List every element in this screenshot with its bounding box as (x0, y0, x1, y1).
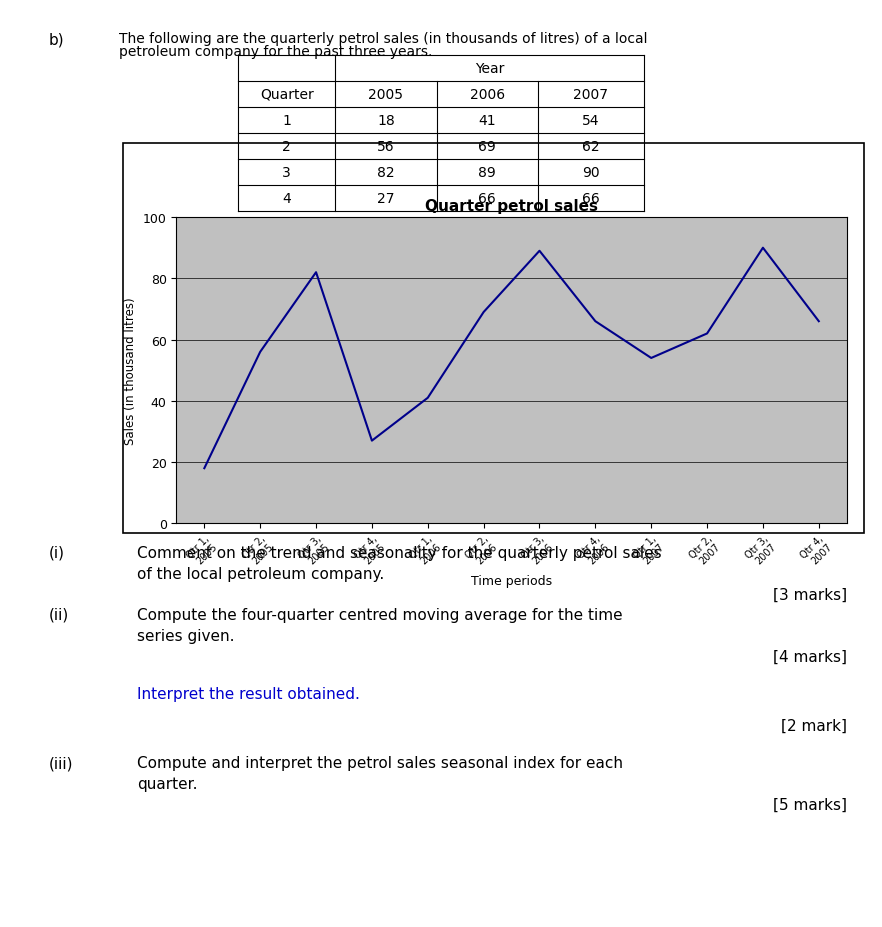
Text: [3 marks]: [3 marks] (773, 587, 847, 602)
Text: 2006: 2006 (470, 87, 505, 102)
X-axis label: Time periods: Time periods (471, 574, 552, 587)
Text: 66: 66 (478, 191, 497, 206)
Text: 2: 2 (282, 139, 291, 154)
Title: Quarter petrol sales: Quarter petrol sales (425, 199, 598, 214)
Text: petroleum company for the past three years.: petroleum company for the past three yea… (119, 44, 432, 58)
Text: b): b) (49, 32, 64, 47)
Text: 54: 54 (582, 113, 600, 128)
Text: 66: 66 (582, 191, 600, 206)
Text: Compute and interpret the petrol sales seasonal index for each
quarter.: Compute and interpret the petrol sales s… (137, 756, 623, 792)
Text: 3: 3 (282, 165, 291, 180)
Text: 89: 89 (478, 165, 497, 180)
Text: (iii): (iii) (49, 756, 73, 770)
Text: [4 marks]: [4 marks] (773, 649, 847, 664)
Text: [2 mark]: [2 mark] (781, 718, 847, 733)
Text: 90: 90 (582, 165, 600, 180)
Text: The following are the quarterly petrol sales (in thousands of litres) of a local: The following are the quarterly petrol s… (119, 32, 647, 46)
Text: 27: 27 (377, 191, 394, 206)
Text: 41: 41 (479, 113, 496, 128)
Text: 4: 4 (282, 191, 291, 206)
Text: 2007: 2007 (573, 87, 609, 102)
Text: 18: 18 (377, 113, 395, 128)
Text: 62: 62 (582, 139, 600, 154)
Text: 1: 1 (282, 113, 291, 128)
Text: Year: Year (475, 61, 505, 76)
Y-axis label: Sales (in thousand litres): Sales (in thousand litres) (124, 297, 138, 445)
Text: 82: 82 (377, 165, 394, 180)
Text: Comment on the trend and seasonality for the quarterly petrol sales
of the local: Comment on the trend and seasonality for… (137, 545, 662, 581)
Text: 56: 56 (377, 139, 394, 154)
Text: (i): (i) (49, 545, 64, 560)
Text: Interpret the result obtained.: Interpret the result obtained. (137, 686, 360, 701)
Text: [5 marks]: [5 marks] (773, 797, 847, 812)
Text: 2005: 2005 (369, 87, 403, 102)
Text: Quarter: Quarter (260, 87, 313, 102)
Text: 69: 69 (478, 139, 497, 154)
Text: Compute the four-quarter centred moving average for the time
series given.: Compute the four-quarter centred moving … (137, 607, 623, 643)
Text: (ii): (ii) (49, 607, 69, 622)
